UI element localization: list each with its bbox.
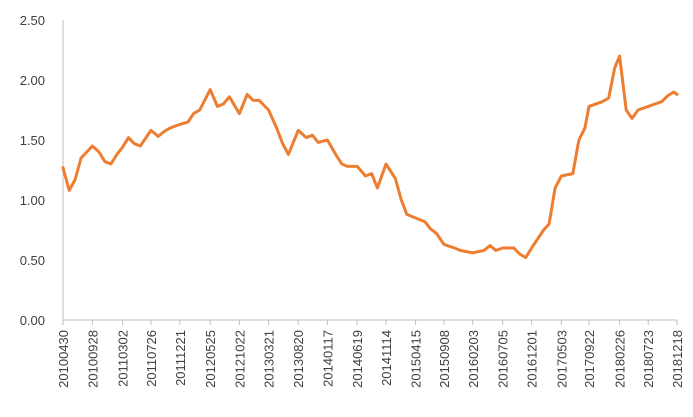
- x-tick-label: 20120525: [203, 330, 218, 388]
- x-tick-label: 20110726: [144, 330, 159, 387]
- x-tick-label: 20150415: [409, 330, 424, 388]
- y-tick-label: 1.00: [20, 193, 45, 208]
- x-tick-label: 20100928: [85, 330, 100, 388]
- y-tick-label: 0.50: [20, 253, 45, 268]
- y-tick-labels: 0.00 0.50 1.00 1.50 2.00 2.50: [20, 13, 45, 328]
- x-tick-label: 20180226: [613, 330, 628, 388]
- x-tick-label: 20170503: [554, 330, 569, 388]
- x-tick-label: 20161201: [525, 330, 540, 388]
- x-tick-label: 20121022: [232, 330, 247, 388]
- x-tick-label: 20111221: [173, 330, 188, 386]
- series-layer: [61, 54, 679, 260]
- x-tick-labels: 20100430 20100928 20110302 20110726 20111221…: [56, 320, 685, 388]
- x-tick-label: 20160203: [466, 330, 481, 388]
- y-tick-label: 2.50: [20, 13, 45, 28]
- x-tick-label: 20160705: [496, 330, 511, 388]
- x-tick-label: 20110302: [116, 330, 131, 387]
- x-tick-label: 20170922: [582, 330, 597, 388]
- x-tick-label: 20180723: [641, 330, 656, 388]
- x-tick-label: 20100430: [56, 330, 71, 388]
- x-tick-label: 20140117: [320, 330, 335, 387]
- y-tick-label: 1.50: [20, 133, 45, 148]
- y-tick-label: 0.00: [20, 313, 45, 328]
- y-tick-label: 2.00: [20, 73, 45, 88]
- x-tick-label: 20181218: [670, 330, 685, 388]
- x-tick-label: 20130820: [291, 330, 306, 388]
- x-tick-label: 20140619: [350, 330, 365, 388]
- x-tick-label: 20150908: [437, 330, 452, 388]
- x-tick-label: 20130321: [262, 330, 277, 388]
- x-tick-label: 20141114: [379, 330, 394, 386]
- series-line: [61, 54, 679, 260]
